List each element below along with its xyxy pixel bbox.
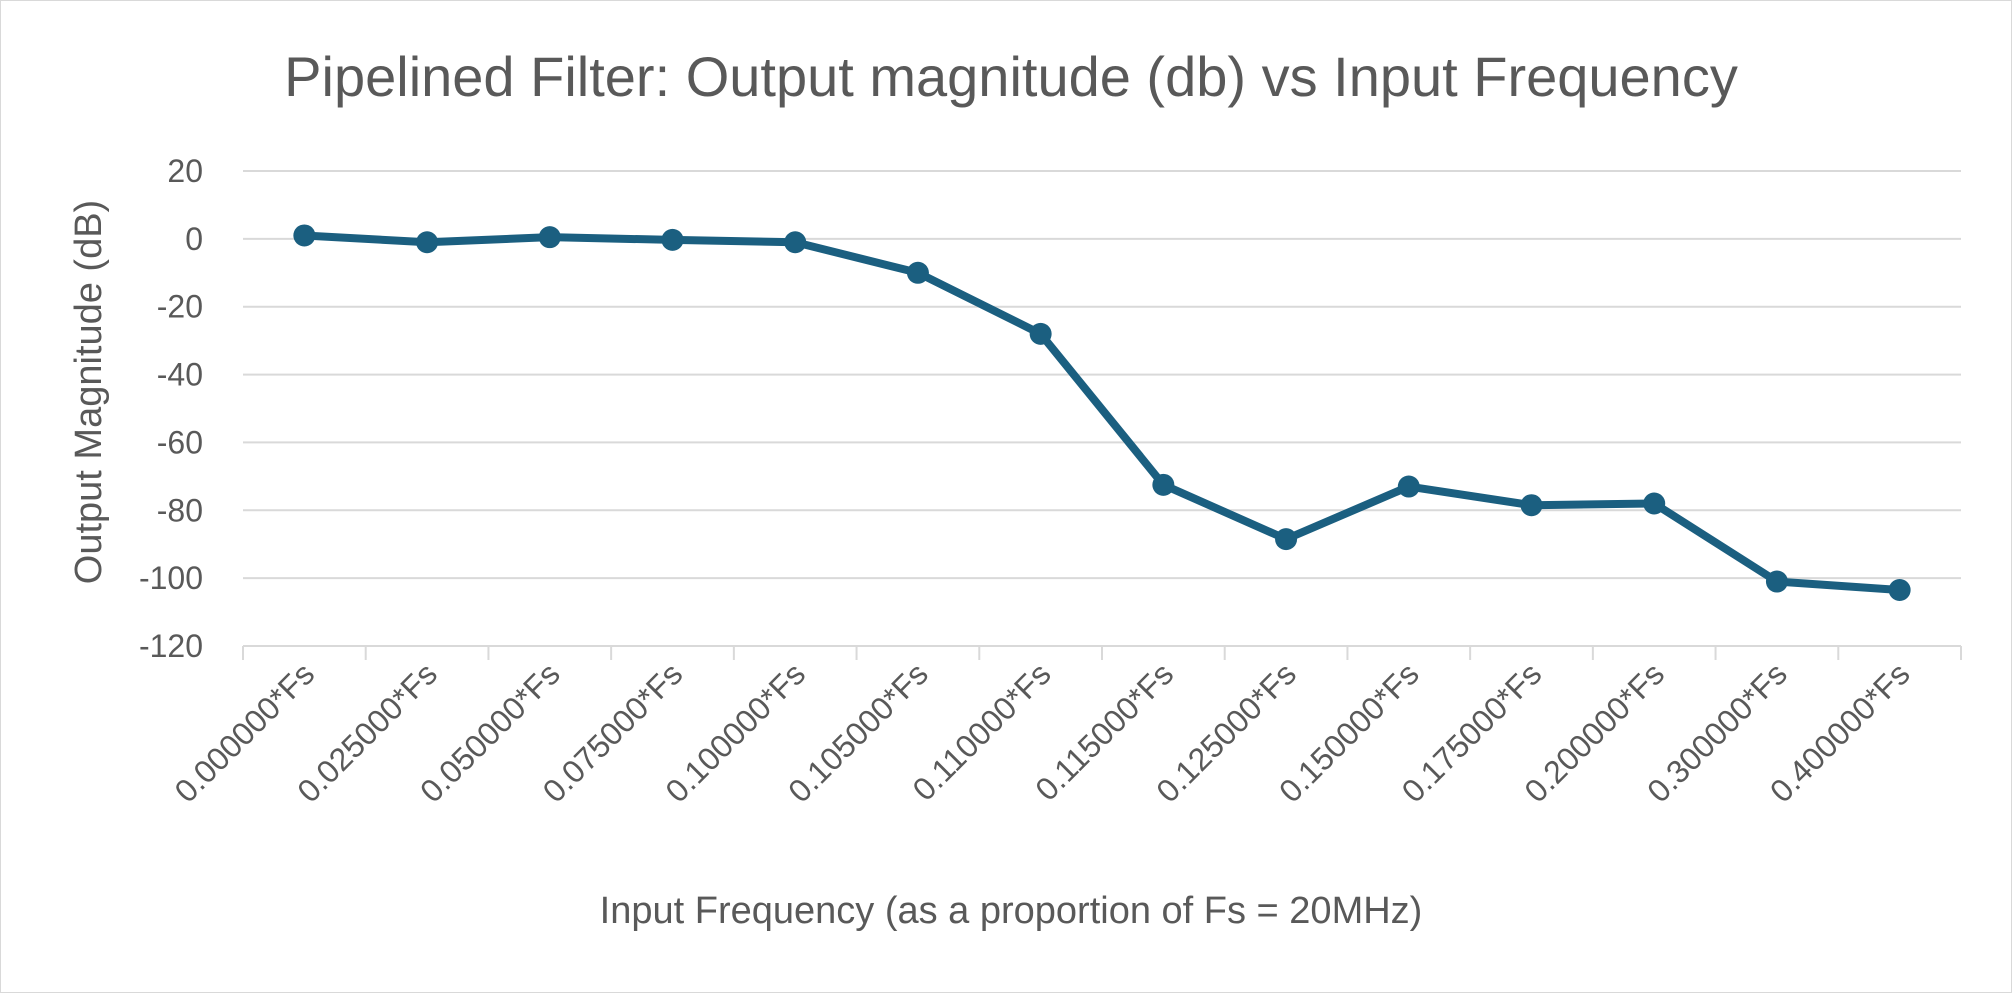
y-tick-label: -100 xyxy=(139,560,203,596)
y-tick-label: 0 xyxy=(185,221,203,257)
y-tick-label: -40 xyxy=(157,357,203,393)
data-point xyxy=(1275,528,1298,551)
data-point xyxy=(538,226,561,249)
y-tick-label: -20 xyxy=(157,289,203,325)
y-tick-label: -60 xyxy=(157,424,203,460)
data-point xyxy=(1029,322,1052,345)
data-point xyxy=(1643,492,1666,515)
y-axis-tick-labels: 20 0 -20 -40 -60 -80 -100 -120 xyxy=(139,153,203,664)
chart-title: Pipelined Filter: Output magnitude (db) … xyxy=(284,45,1738,108)
data-point xyxy=(906,261,929,284)
data-point xyxy=(416,231,439,254)
data-point xyxy=(1152,473,1175,496)
x-axis-title: Input Frequency (as a proportion of Fs =… xyxy=(600,890,1423,932)
series-layer xyxy=(293,224,1911,602)
data-point xyxy=(1397,475,1420,498)
data-point xyxy=(1520,494,1543,517)
data-point xyxy=(661,228,684,251)
y-axis-title: Output Magnitude (dB) xyxy=(68,200,110,584)
data-point xyxy=(293,224,316,247)
data-point xyxy=(784,231,807,254)
y-tick-label: -120 xyxy=(139,628,203,664)
y-tick-label: -80 xyxy=(157,492,203,528)
x-axis-tick-labels: 0.000000*Fs0.025000*Fs0.050000*Fs0.07500… xyxy=(168,655,1917,809)
data-point xyxy=(1888,579,1911,602)
x-axis xyxy=(242,645,1962,660)
series-line xyxy=(300,231,1904,595)
y-tick-label: 20 xyxy=(167,153,203,189)
gridlines xyxy=(243,170,1961,580)
data-point xyxy=(1765,570,1788,593)
